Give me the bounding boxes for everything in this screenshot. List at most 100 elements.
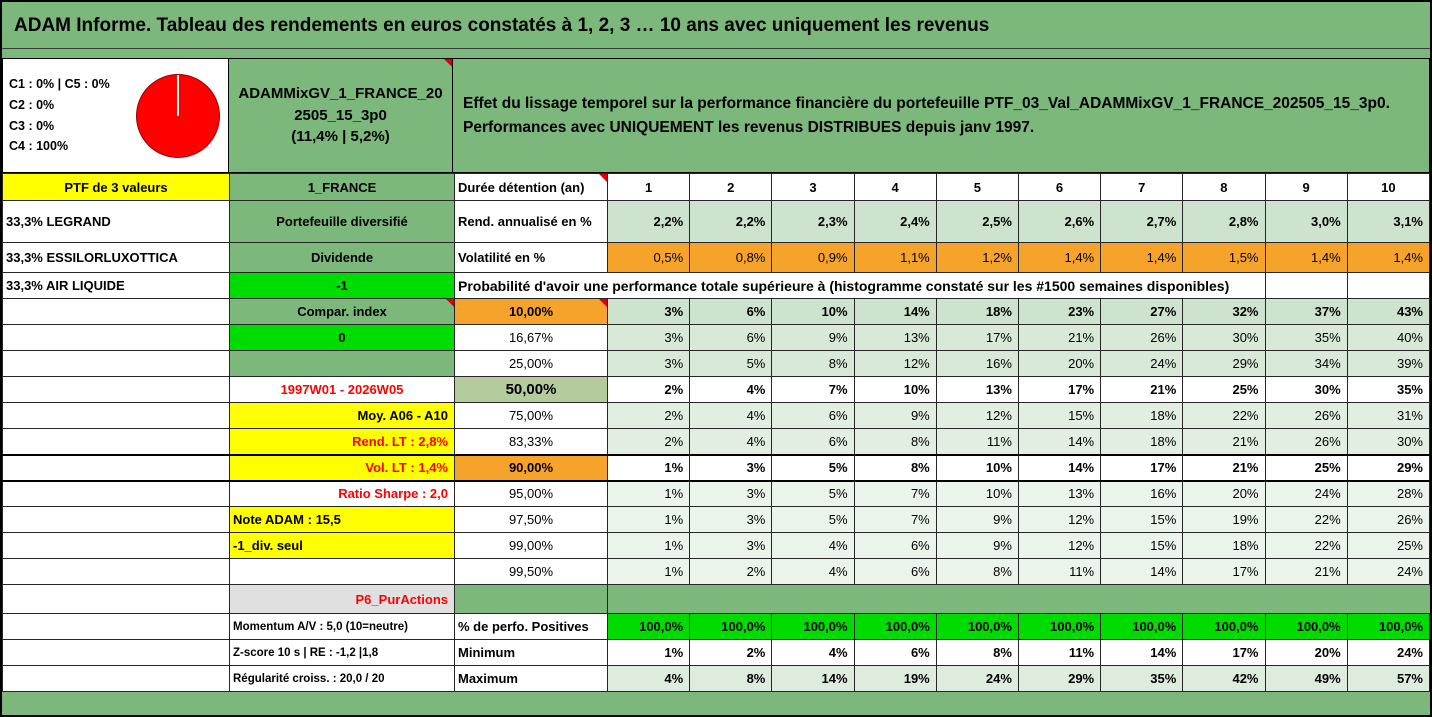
value-cell[interactable]: 30% [1264, 376, 1348, 403]
value-cell[interactable]: 21% [1100, 376, 1184, 403]
asset-cell[interactable] [2, 376, 230, 403]
value-cell[interactable]: 1% [606, 639, 691, 666]
value-cell[interactable]: 29% [1017, 665, 1102, 692]
value-cell[interactable]: 30% [1346, 428, 1430, 455]
value-cell[interactable]: 16% [1100, 480, 1184, 507]
value-cell[interactable]: 13% [1017, 480, 1102, 507]
label-cell[interactable]: Momentum A/V : 5,0 (10=neutre) [229, 613, 455, 640]
value-cell[interactable]: 37% [1264, 298, 1348, 325]
year-header-cell[interactable]: 4 [853, 173, 937, 201]
value-cell[interactable]: 35% [1100, 665, 1184, 692]
value-cell[interactable]: 2,3% [771, 200, 855, 243]
value-cell[interactable]: 1,4% [1346, 242, 1430, 273]
asset-cell[interactable] [2, 532, 230, 559]
value-cell[interactable]: 100,0% [606, 613, 691, 640]
value-cell[interactable]: 21% [1182, 453, 1266, 482]
value-cell[interactable]: 1,5% [1182, 242, 1266, 273]
value-cell[interactable]: 7% [853, 480, 937, 507]
threshold-cell[interactable] [454, 584, 608, 614]
value-cell[interactable]: 9% [853, 402, 937, 429]
value-cell[interactable]: 9% [935, 506, 1019, 533]
value-cell[interactable]: 26% [1264, 402, 1348, 429]
value-cell[interactable]: 2,2% [689, 200, 773, 243]
value-cell[interactable]: 14% [1100, 558, 1184, 585]
threshold-cell[interactable]: Rend. annualisé en % [454, 200, 608, 243]
asset-cell[interactable] [2, 665, 230, 692]
value-cell[interactable]: 100,0% [1100, 613, 1184, 640]
label-cell[interactable] [229, 558, 455, 585]
asset-cell[interactable] [2, 428, 230, 455]
value-cell[interactable]: 1% [606, 453, 691, 482]
value-cell[interactable]: 2,5% [935, 200, 1019, 243]
value-cell[interactable]: 3% [689, 453, 773, 482]
asset-cell[interactable] [2, 324, 230, 351]
year-header-cell[interactable]: 6 [1017, 173, 1102, 201]
value-cell[interactable]: 11% [1017, 639, 1102, 666]
value-cell[interactable]: 7% [771, 376, 855, 403]
value-cell[interactable]: 6% [771, 428, 855, 455]
asset-cell[interactable] [2, 558, 230, 585]
value-cell[interactable]: 8% [689, 665, 773, 692]
value-cell[interactable]: 1% [606, 532, 691, 559]
value-cell[interactable]: 1% [606, 480, 691, 507]
threshold-cell[interactable]: 90,00% [454, 453, 608, 482]
value-cell[interactable]: 1,4% [1264, 242, 1348, 273]
value-cell[interactable]: 10% [771, 298, 855, 325]
probability-note-cell[interactable]: Probabilité d'avoir une performance tota… [454, 272, 1266, 299]
value-cell[interactable]: 20% [1264, 639, 1348, 666]
threshold-cell[interactable]: 25,00% [454, 350, 608, 377]
value-cell[interactable]: 28% [1346, 480, 1430, 507]
value-cell[interactable]: 31% [1346, 402, 1430, 429]
label-cell[interactable]: Ratio Sharpe : 2,0 [229, 480, 455, 507]
portfolio-name-cell[interactable]: ADAMMixGV_1_FRANCE_202505_15_3p0 (11,4% … [228, 58, 453, 173]
value-cell[interactable]: 18% [1100, 402, 1184, 429]
header-country-cell[interactable]: 1_FRANCE [229, 173, 455, 201]
value-cell[interactable]: 20% [1182, 480, 1266, 507]
asset-cell[interactable] [2, 298, 230, 325]
asset-cell[interactable] [2, 453, 230, 482]
value-cell[interactable]: 3% [606, 350, 691, 377]
asset-cell[interactable] [2, 480, 230, 507]
value-cell[interactable]: 9% [771, 324, 855, 351]
threshold-cell[interactable]: 99,00% [454, 532, 608, 559]
value-cell[interactable]: 0,8% [689, 242, 773, 273]
value-cell[interactable]: 6% [689, 298, 773, 325]
value-cell[interactable]: 3% [689, 480, 773, 507]
value-cell[interactable]: 2,2% [606, 200, 691, 243]
value-cell[interactable]: 12% [853, 350, 937, 377]
value-cell[interactable]: 100,0% [1264, 613, 1348, 640]
threshold-cell[interactable]: 95,00% [454, 480, 608, 507]
label-cell[interactable]: Note ADAM : 15,5 [229, 506, 455, 533]
header-duration-cell[interactable]: Durée détention (an) [454, 173, 608, 201]
value-cell[interactable]: 49% [1264, 665, 1348, 692]
value-cell[interactable]: 13% [853, 324, 937, 351]
value-cell[interactable]: 34% [1264, 350, 1348, 377]
value-cell[interactable]: 14% [1100, 639, 1184, 666]
value-cell[interactable]: 8% [935, 558, 1019, 585]
value-cell[interactable]: 3% [689, 532, 773, 559]
table-cell[interactable] [1264, 272, 1348, 299]
value-cell[interactable]: 17% [1182, 639, 1266, 666]
value-cell[interactable]: 2,8% [1182, 200, 1266, 243]
threshold-cell[interactable]: 10,00% [454, 298, 608, 325]
value-cell[interactable]: 11% [1017, 558, 1102, 585]
value-cell[interactable]: 24% [1346, 558, 1430, 585]
label-cell[interactable]: Régularité croiss. : 20,0 / 20 [229, 665, 455, 692]
value-cell[interactable]: 4% [771, 639, 855, 666]
value-cell[interactable]: 8% [853, 428, 937, 455]
label-cell[interactable]: Rend. LT : 2,8% [229, 428, 455, 455]
value-cell[interactable]: 29% [1346, 453, 1430, 482]
value-cell[interactable]: 100,0% [1346, 613, 1430, 640]
value-cell[interactable]: 100,0% [853, 613, 937, 640]
year-header-cell[interactable]: 1 [606, 173, 691, 201]
value-cell[interactable]: 19% [853, 665, 937, 692]
label-cell[interactable]: Vol. LT : 1,4% [229, 453, 455, 482]
label-cell[interactable]: P6_PurActions [229, 584, 455, 614]
threshold-cell[interactable]: 83,33% [454, 428, 608, 455]
value-cell[interactable]: 14% [1017, 428, 1102, 455]
value-cell[interactable]: 21% [1264, 558, 1348, 585]
value-cell[interactable]: 5% [771, 453, 855, 482]
threshold-cell[interactable]: % de perfo. Positives [454, 613, 608, 640]
value-cell[interactable]: 4% [689, 376, 773, 403]
year-header-cell[interactable]: 8 [1182, 173, 1266, 201]
